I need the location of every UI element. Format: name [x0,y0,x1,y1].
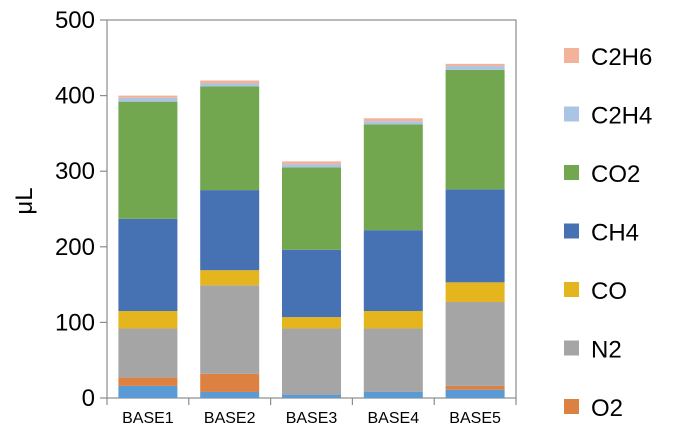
y-tick-label: 400 [55,83,95,110]
bars [118,63,505,398]
co2-bar-segment [282,167,341,250]
c2h6-bar-segment [445,63,505,67]
legend-swatch-c2h4 [564,106,579,122]
co2-bar-segment [200,86,260,191]
y-axis-title: μL [11,187,38,214]
y-axis: 0 100 200 300 400 500 [55,7,107,412]
base-bar-segment [200,391,260,398]
co-bar-segment [445,282,505,302]
n2-bar-segment [282,328,341,395]
base-bar-segment [363,391,423,398]
legend-swatch-n2 [564,340,579,356]
legend: C2H6 C2H4 CO2 CH4 CO N2 O2 [564,44,652,422]
legend-label-c2h6: C2H6 [591,44,652,71]
o2-bar-segment [200,373,260,392]
y-tick-label: 200 [55,234,95,261]
co-bar-segment [200,270,260,286]
legend-label-n2: N2 [591,337,622,364]
base-bar-segment [118,385,178,398]
ch4-bar-segment [445,189,505,283]
legend-label-o2: O2 [591,395,623,422]
legend-label-ch4: CH4 [591,220,639,247]
x-tick-label: BASE4 [368,410,420,427]
legend-swatch-co2 [564,165,579,180]
c2h6-bar-segment [363,118,423,122]
x-tick-label: BASE5 [449,410,501,427]
legend-label-c2h4: C2H4 [591,103,652,130]
ch4-bar-segment [118,218,178,312]
co2-bar-segment [445,69,505,190]
x-tick-label: BASE2 [204,410,256,427]
base-bar-segment [445,389,505,398]
n2-bar-segment [200,285,260,374]
y-tick-label: 0 [82,385,95,412]
c2h6-bar-segment [200,80,260,84]
legend-label-co: CO [591,278,627,305]
ch4-bar-segment [200,190,260,271]
legend-label-co2: CO2 [591,161,640,188]
ch4-bar-segment [363,230,423,312]
co2-bar-segment [363,124,423,231]
y-tick-label: 100 [55,309,95,336]
legend-swatch-co [564,282,579,297]
c2h6-bar-segment [118,95,178,98]
c2h4-bar-segment [445,66,505,70]
o2-bar-segment [118,377,178,386]
co2-bar-segment [118,101,178,219]
c2h4-bar-segment [118,97,178,102]
n2-bar-segment [445,301,505,386]
co-bar-segment [282,317,341,329]
legend-swatch-o2 [564,399,579,414]
co-bar-segment [363,311,423,329]
x-axis: BASE1 BASE2 BASE3 BASE4 BASE5 [106,398,517,427]
c2h4-bar-segment [200,83,260,87]
x-tick-label: BASE1 [122,410,174,427]
ch4-bar-segment [282,249,341,318]
o2-bar-segment [445,385,505,390]
c2h4-bar-segment [363,121,423,125]
x-tick-label: BASE3 [286,410,338,427]
legend-swatch-c2h6 [564,48,579,63]
n2-bar-segment [118,328,178,378]
legend-swatch-ch4 [564,223,579,239]
co-bar-segment [118,311,178,329]
c2h4-bar-segment [282,164,341,168]
y-tick-label: 300 [55,158,95,185]
y-tick-label: 500 [55,7,95,34]
c2h6-bar-segment [282,161,341,165]
base-bar-segment [282,394,341,398]
n2-bar-segment [363,328,423,392]
